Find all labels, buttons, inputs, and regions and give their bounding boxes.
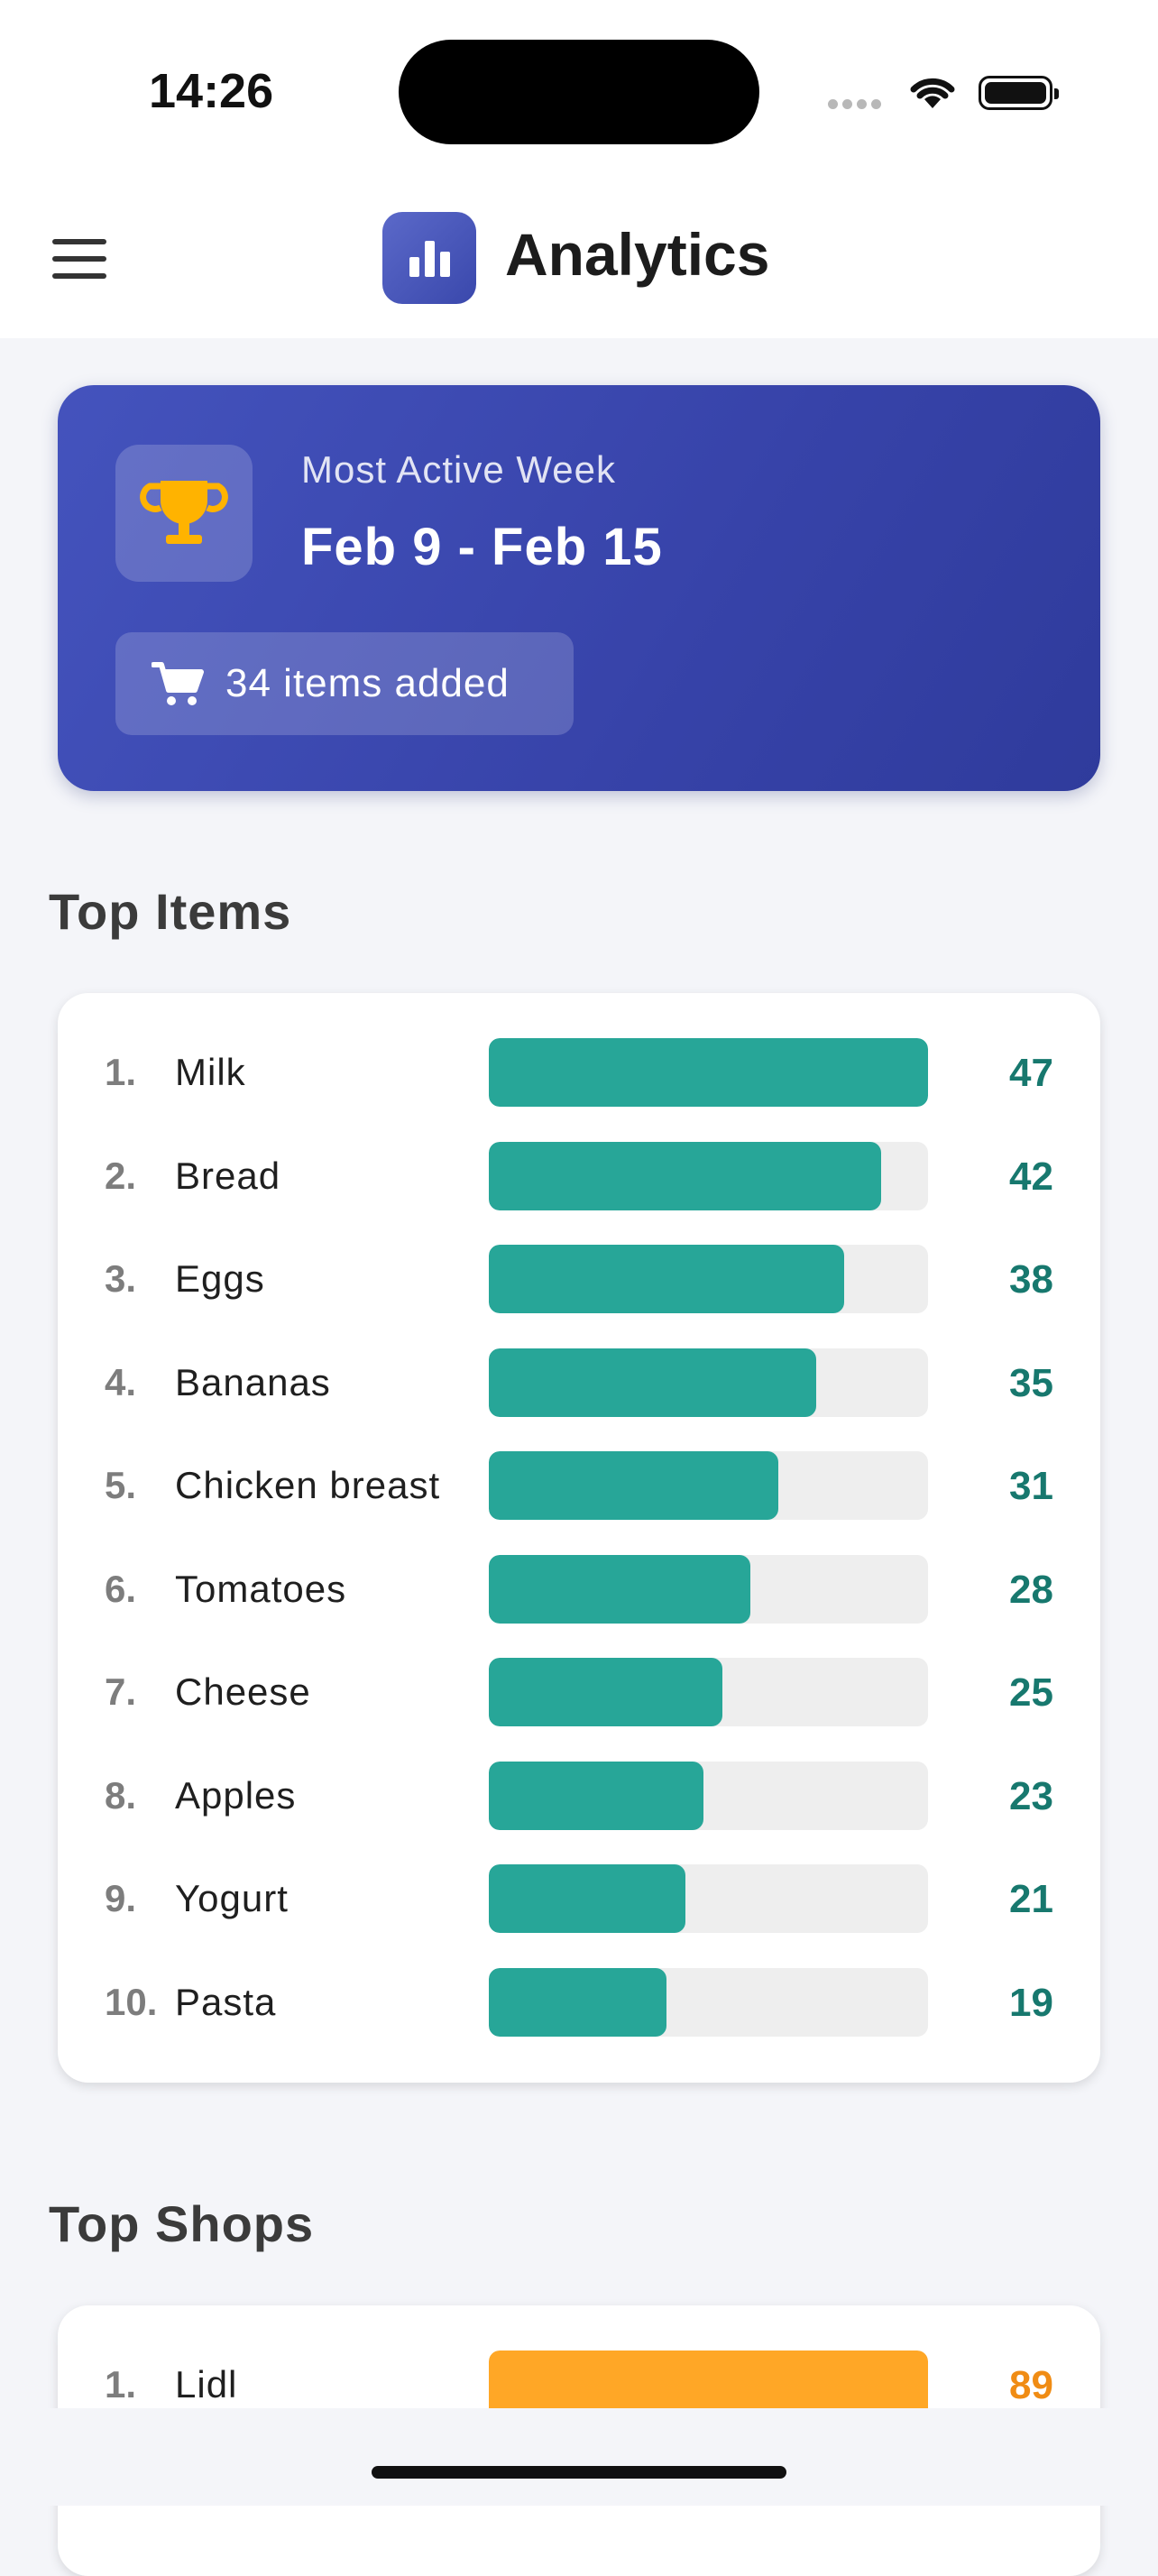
item-count: 31 — [1009, 1464, 1053, 1508]
bar-chart-icon — [382, 212, 476, 304]
hero-label: Most Active Week — [301, 448, 617, 491]
progress-track — [489, 1864, 928, 1933]
progress-track — [489, 2351, 928, 2419]
rank-label: 2. — [105, 1154, 137, 1197]
progress-bar — [489, 1348, 816, 1417]
item-name: Bread — [175, 1154, 281, 1197]
item-name: Pasta — [175, 1980, 277, 2023]
progress-track — [489, 1554, 928, 1624]
list-item[interactable]: 6. Tomatoes 28 — [58, 1554, 1100, 1624]
rank-label: 8. — [105, 1773, 137, 1817]
item-count: 19 — [1009, 1980, 1053, 2025]
items-added-text: 34 items added — [225, 661, 510, 705]
top-shops-heading: Top Shops — [49, 2195, 315, 2252]
list-item[interactable]: 10. Pasta 19 — [58, 1967, 1100, 2037]
list-item[interactable]: 5. Chicken breast 31 — [58, 1451, 1100, 1520]
item-count: 38 — [1009, 1257, 1053, 1302]
item-name: Milk — [175, 1051, 246, 1093]
progress-bar — [489, 1245, 844, 1313]
item-count: 28 — [1009, 1567, 1053, 1612]
dynamic-island — [399, 40, 759, 144]
progress-bar — [489, 1761, 704, 1830]
progress-track — [489, 1761, 928, 1830]
progress-track — [489, 1658, 928, 1726]
item-name: Eggs — [175, 1257, 265, 1300]
item-count: 89 — [1009, 2363, 1053, 2407]
progress-bar — [489, 1038, 928, 1107]
hero-week-range: Feb 9 - Feb 15 — [301, 518, 663, 576]
list-item[interactable]: 4. Bananas 35 — [58, 1348, 1100, 1417]
home-indicator[interactable] — [372, 2466, 786, 2479]
list-item[interactable]: 7. Cheese 25 — [58, 1658, 1100, 1726]
status-time: 14:26 — [149, 64, 274, 118]
item-count: 23 — [1009, 1773, 1053, 1818]
rank-label: 4. — [105, 1360, 137, 1403]
rank-label: 6. — [105, 1567, 137, 1610]
battery-icon — [979, 76, 1059, 110]
item-name: Chicken breast — [175, 1464, 441, 1506]
progress-bar — [489, 1554, 751, 1624]
list-item[interactable]: 2. Bread 42 — [58, 1141, 1100, 1210]
item-name: Lidl — [175, 2363, 238, 2406]
rank-label: 10. — [105, 1980, 158, 2023]
item-count: 35 — [1009, 1360, 1053, 1405]
progress-track — [489, 1348, 928, 1417]
item-name: Yogurt — [175, 1877, 289, 1919]
list-item[interactable]: 8. Apples 23 — [58, 1761, 1100, 1830]
progress-bar — [489, 2351, 928, 2419]
item-count: 25 — [1009, 1670, 1053, 1715]
progress-bar — [489, 1141, 882, 1210]
item-name: Cheese — [175, 1670, 311, 1713]
rank-label: 1. — [105, 1051, 137, 1093]
rank-label: 1. — [105, 2363, 137, 2406]
progress-track — [489, 1038, 928, 1107]
rank-label: 3. — [105, 1257, 137, 1300]
list-item[interactable]: 3. Eggs 38 — [58, 1245, 1100, 1313]
bottom-safe-area — [0, 2408, 1158, 2506]
top-items-heading: Top Items — [49, 883, 292, 940]
list-item[interactable]: 1. Lidl 89 — [58, 2351, 1100, 2419]
item-count: 42 — [1009, 1154, 1053, 1199]
list-item[interactable]: 9. Yogurt 21 — [58, 1864, 1100, 1933]
rank-label: 7. — [105, 1670, 137, 1713]
app-bar: Analytics — [0, 180, 1158, 338]
item-name: Bananas — [175, 1360, 331, 1403]
progress-track — [489, 1245, 928, 1313]
item-count: 21 — [1009, 1877, 1053, 1921]
status-bar: 14:26 — [0, 0, 1158, 180]
progress-bar — [489, 1967, 666, 2037]
item-count: 47 — [1009, 1051, 1053, 1095]
progress-track — [489, 1451, 928, 1520]
rank-label: 9. — [105, 1877, 137, 1919]
most-active-week-card: Most Active Week Feb 9 - Feb 15 34 items… — [58, 385, 1100, 791]
wifi-icon — [910, 78, 955, 108]
item-name: Apples — [175, 1773, 297, 1817]
progress-bar — [489, 1451, 779, 1520]
top-items-card: 1. Milk 47 2. Bread 42 3. Eggs 38 4. Bananas 35 5. Ch… — [58, 993, 1100, 2083]
progress-bar — [489, 1658, 723, 1726]
items-added-badge: 34 items added — [115, 632, 574, 735]
trophy-icon — [140, 481, 228, 544]
hamburger-menu-icon[interactable] — [52, 239, 108, 279]
progress-track — [489, 1967, 928, 2037]
trophy-badge — [115, 445, 253, 582]
cart-icon — [152, 662, 204, 705]
item-name: Tomatoes — [175, 1567, 347, 1610]
rank-label: 5. — [105, 1464, 137, 1506]
list-item[interactable]: 1. Milk 47 — [58, 1038, 1100, 1107]
progress-bar — [489, 1864, 685, 1933]
page-title: Analytics — [505, 221, 770, 288]
progress-track — [489, 1141, 928, 1210]
